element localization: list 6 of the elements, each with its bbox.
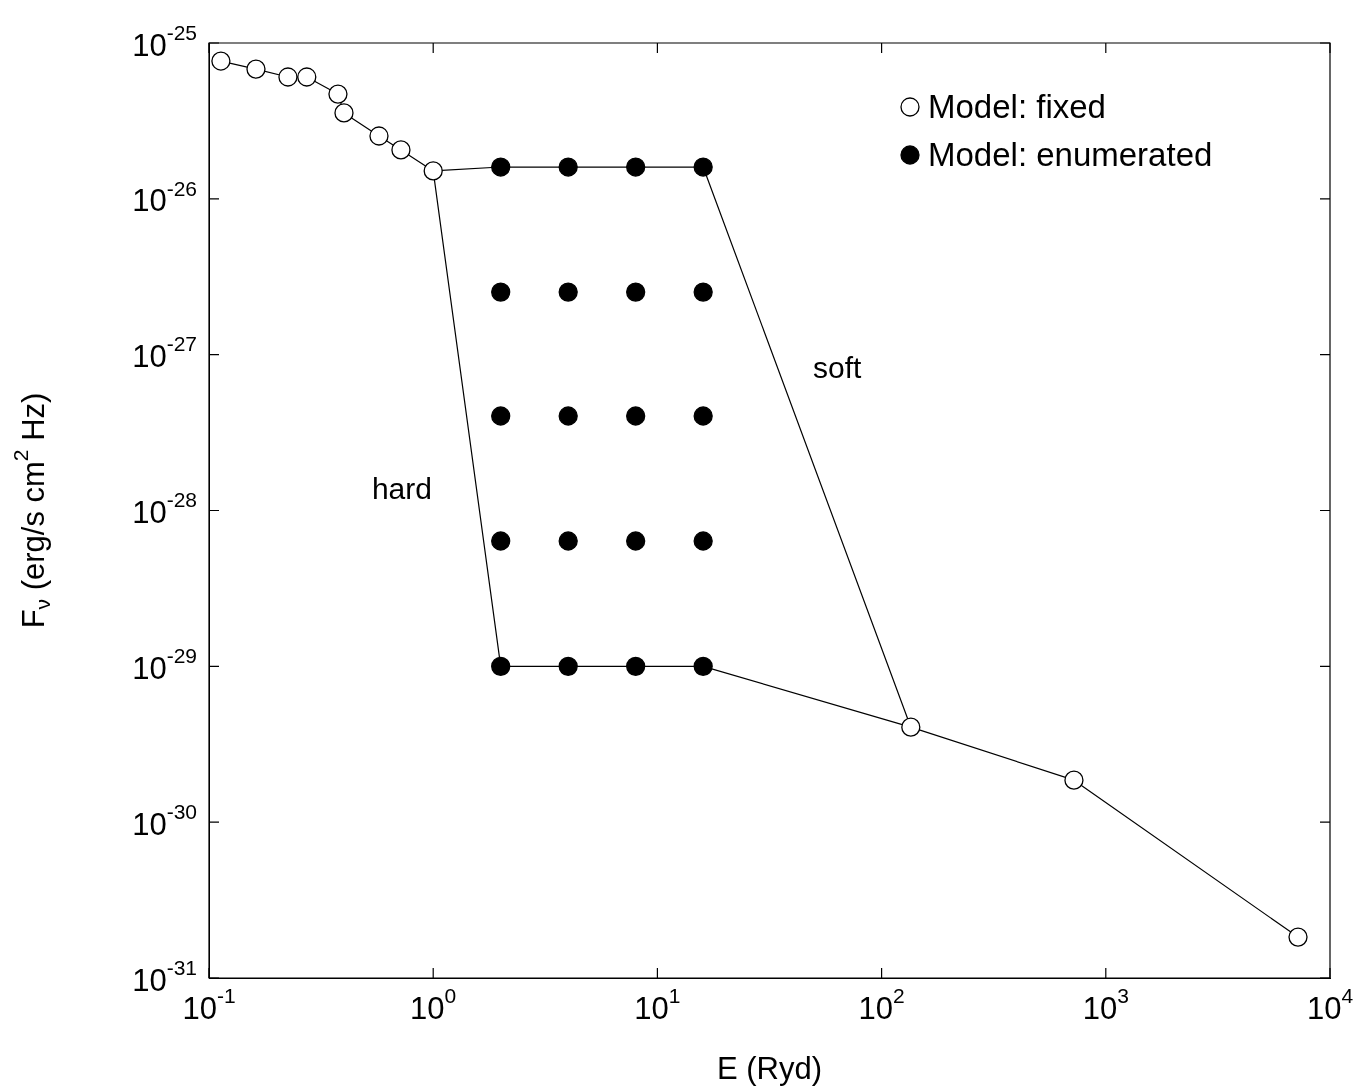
legend-label: Model: fixed — [928, 88, 1106, 126]
annotation: hard — [371, 471, 432, 505]
legend-label: Model: enumerated — [928, 136, 1213, 174]
x-axis-title: E (Ryd) — [716, 1050, 823, 1086]
annotation: soft — [812, 351, 863, 385]
y-axis-title: Fν (erg/s cm2 Hz) — [8, 392, 55, 629]
